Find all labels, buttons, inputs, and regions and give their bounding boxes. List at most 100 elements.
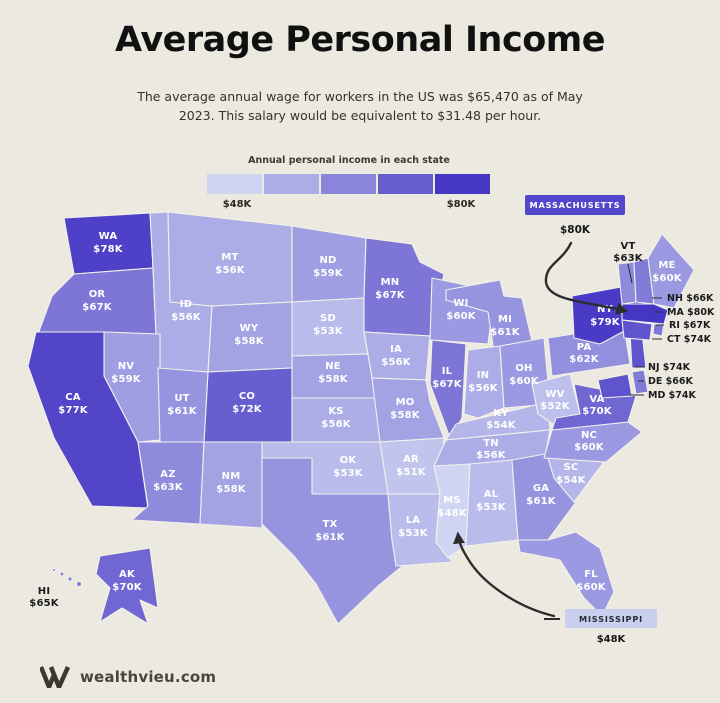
legend: Annual personal income in each state $48… xyxy=(207,155,491,213)
state-shape-ia xyxy=(363,331,431,381)
state-value-wy: $58K xyxy=(234,336,264,347)
pointer-line-vt xyxy=(627,263,633,284)
state-abbr-ca: CA xyxy=(65,392,81,403)
state-value-tx: $61K xyxy=(315,532,345,543)
legend-title: Annual personal income in each state xyxy=(248,155,450,166)
state-shapes xyxy=(27,211,695,625)
state-value-or: $67K xyxy=(82,302,112,313)
state-value-oh: $60K xyxy=(509,376,539,387)
legend-swatch xyxy=(207,174,262,194)
state-value-sd: $53K xyxy=(313,326,343,337)
state-value-tn: $56K xyxy=(476,450,506,461)
side-label-nh: NH $66K xyxy=(667,293,714,304)
state-abbr-ms: MS xyxy=(443,495,461,506)
site-name: wealthvieu.com xyxy=(80,668,217,686)
massachusetts-callout-value: $80K xyxy=(559,224,591,236)
massachusetts-arrow xyxy=(544,241,629,315)
state-abbr-or: OR xyxy=(89,289,106,300)
state-labels: WA $78K OR $67K CA $77K NV $59K ID $56K MT $56… xyxy=(29,231,682,609)
legend-swatch xyxy=(435,174,490,194)
state-shape-az xyxy=(131,441,205,525)
state-abbr-pa: PA xyxy=(577,342,592,353)
mississippi-arrow xyxy=(452,531,556,618)
state-abbr-wi: WI xyxy=(453,298,468,309)
state-value-fl: $60K xyxy=(576,582,606,593)
legend-swatch-row xyxy=(207,174,491,194)
state-value-wv: $52K xyxy=(540,401,570,412)
state-value-va: $70K xyxy=(582,406,612,417)
state-abbr-ks: KS xyxy=(328,406,343,417)
state-value-co: $72K xyxy=(232,404,262,415)
side-labels: NH $66K MA $80K RI $67K CT $74K NJ $74K … xyxy=(648,293,715,401)
state-abbr-ak: AK xyxy=(119,569,136,580)
state-abbr-sd: SD xyxy=(320,313,336,324)
state-shape-ut xyxy=(157,367,209,443)
state-value-ky: $54K xyxy=(486,420,516,431)
state-shape-md xyxy=(597,373,633,399)
state-abbr-tn: TN xyxy=(483,438,499,449)
page-title: Average Personal Income xyxy=(115,20,605,60)
state-value-ne: $58K xyxy=(318,374,348,385)
wealthvieu-logo-icon xyxy=(40,666,70,688)
legend-min-label: $48K xyxy=(222,199,252,210)
mississippi-callout-value: $48K xyxy=(596,634,626,645)
state-value-nc: $60K xyxy=(574,442,604,453)
state-abbr-sc: SC xyxy=(564,462,579,473)
legend-max-label: $80K xyxy=(446,199,476,210)
state-abbr-wy: WY xyxy=(240,323,259,334)
state-value-ia: $56K xyxy=(381,357,411,368)
state-value-id: $56K xyxy=(171,312,201,323)
side-label-ct: CT $74K xyxy=(667,334,712,345)
state-abbr-me: ME xyxy=(658,260,675,271)
state-value-mi: $61K xyxy=(490,327,520,338)
state-shape-nm xyxy=(199,441,263,529)
state-value-nd: $59K xyxy=(313,268,343,279)
legend-labels: $48K $80K xyxy=(207,199,491,213)
state-value-ak: $70K xyxy=(112,582,142,593)
massachusetts-callout-box: MASSACHUSETTS xyxy=(525,195,625,215)
state-shape-me xyxy=(647,233,695,309)
state-abbr-la: LA xyxy=(406,515,421,526)
legend-swatch xyxy=(378,174,433,194)
state-abbr-vt: VT xyxy=(621,241,636,252)
side-label-ri: RI $67K xyxy=(669,320,711,331)
legend-swatch xyxy=(264,174,319,194)
state-abbr-ok: OK xyxy=(340,455,358,466)
state-abbr-il: IL xyxy=(442,366,453,377)
state-abbr-ga: GA xyxy=(533,483,549,494)
state-value-ca: $77K xyxy=(58,405,88,416)
state-value-al: $53K xyxy=(476,502,506,513)
state-abbr-wv: WV xyxy=(545,389,564,400)
state-value-il: $67K xyxy=(432,379,462,390)
state-value-ut: $61K xyxy=(167,406,197,417)
state-value-ga: $61K xyxy=(526,496,556,507)
state-shape-ri xyxy=(652,323,665,337)
state-value-in: $56K xyxy=(468,383,498,394)
state-abbr-nd: ND xyxy=(319,255,336,266)
state-abbr-nc: NC xyxy=(581,430,597,441)
state-abbr-tx: TX xyxy=(323,519,338,530)
massachusetts-callout-title: MASSACHUSETTS xyxy=(529,200,621,210)
state-shape-mo xyxy=(371,377,445,443)
state-value-ms: $48K xyxy=(437,508,467,519)
state-abbr-in: IN xyxy=(477,370,490,381)
state-value-ks: $56K xyxy=(321,419,351,430)
state-abbr-mo: MO xyxy=(396,397,415,408)
mississippi-callout-title: MISSISSIPPI xyxy=(579,613,643,624)
state-shape-de xyxy=(631,369,649,395)
state-shape-ct xyxy=(621,319,653,341)
callout-arrows xyxy=(452,241,629,618)
state-abbr-nv: NV xyxy=(118,361,135,372)
state-abbr-oh: OH xyxy=(515,363,532,374)
state-value-me: $60K xyxy=(652,273,682,284)
state-abbr-mi: MI xyxy=(498,314,512,325)
state-abbr-mn: MN xyxy=(381,277,400,288)
state-value-nm: $58K xyxy=(216,484,246,495)
state-value-vt: $63K xyxy=(613,253,643,264)
state-abbr-co: CO xyxy=(239,391,255,402)
state-value-la: $53K xyxy=(398,528,428,539)
state-abbr-hi: HI xyxy=(38,586,51,597)
state-shape-fl xyxy=(517,531,615,617)
state-value-az: $63K xyxy=(153,482,183,493)
